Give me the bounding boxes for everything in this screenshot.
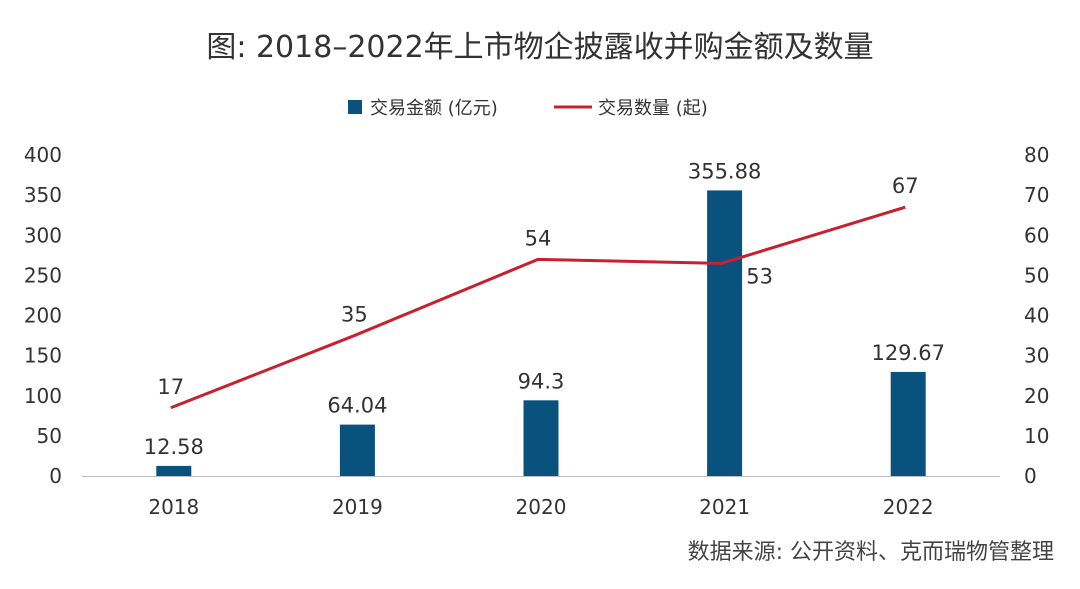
bar-value-label: 12.58 [144,435,204,459]
bar [890,371,926,476]
y-left-tick-label: 0 [49,464,62,488]
bar-value-label: 94.3 [518,369,565,393]
line-value-label: 17 [157,375,184,399]
x-tick-label: 2020 [516,495,567,519]
y-left-tick-label: 150 [24,344,62,368]
bar-value-label: 355.88 [688,159,761,183]
bar-value-label: 64.04 [327,394,387,418]
y-right-tick-label: 70 [1024,183,1049,207]
y-left-tick-label: 200 [24,304,62,328]
y-left-tick-label: 50 [37,424,62,448]
line-value-label: 67 [892,174,919,198]
source-note: 数据来源: 公开资料、克而瑞物管整理 [687,540,1054,565]
y-left-tick-label: 250 [24,263,62,287]
bar [523,400,559,476]
y-right-tick-label: 20 [1024,384,1049,408]
legend-line-label: 交易数量 (起) [598,98,708,119]
bar [156,465,192,476]
x-tick-label: 2022 [883,495,934,519]
x-tick-label: 2018 [148,495,199,519]
bar [339,424,375,476]
line-value-label: 35 [341,303,368,327]
legend-bar-swatch [348,100,362,114]
y-right-tick-label: 10 [1024,424,1049,448]
y-right-tick-label: 80 [1024,143,1049,167]
x-tick-label: 2019 [332,495,383,519]
chart-title: 图: 2018–2022年上市物企披露收并购金额及数量 [206,30,874,65]
legend-bar-label: 交易金额 (亿元) [370,98,498,119]
line-series [170,205,906,410]
y-right-tick-label: 40 [1024,304,1049,328]
y-right-tick-label: 60 [1024,223,1049,247]
y-right-tick-label: 50 [1024,263,1049,287]
y-left-tick-label: 400 [24,143,62,167]
y-right-tick-label: 0 [1024,464,1037,488]
line-value-label: 54 [525,226,552,250]
y-right-tick-label: 30 [1024,344,1049,368]
bar-value-label: 129.67 [871,341,944,365]
bar [707,190,743,476]
y-left-tick-label: 350 [24,183,62,207]
y-left-tick-label: 100 [24,384,62,408]
y-left-tick-label: 300 [24,223,62,247]
line-value-label: 53 [746,264,773,288]
x-tick-label: 2021 [699,495,750,519]
